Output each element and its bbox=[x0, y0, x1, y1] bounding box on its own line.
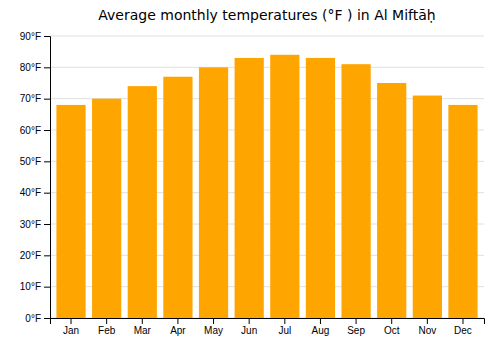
x-tick-mark bbox=[142, 318, 143, 324]
bar bbox=[413, 96, 442, 318]
x-tick-mark bbox=[320, 318, 321, 324]
y-tick-label: 10°F bbox=[20, 281, 41, 292]
x-tick: May bbox=[204, 318, 223, 336]
bar bbox=[56, 105, 85, 318]
y-tick: 60°F bbox=[20, 125, 50, 136]
x-tick: Jan bbox=[63, 318, 79, 336]
y-tick-label: 70°F bbox=[20, 93, 41, 104]
grid-line bbox=[50, 67, 484, 68]
x-tick-mark bbox=[284, 318, 285, 324]
x-tick: Apr bbox=[170, 318, 186, 336]
grid bbox=[50, 36, 484, 318]
bar bbox=[235, 58, 264, 318]
y-tick-mark bbox=[44, 318, 50, 319]
title: Average monthly temperatures (°F ) in Al… bbox=[98, 7, 435, 23]
y-tick-mark bbox=[44, 224, 50, 225]
x-tick-label: Sep bbox=[347, 325, 365, 336]
x-tick-mark bbox=[213, 318, 214, 324]
x-tick-mark bbox=[71, 318, 72, 324]
x-tick-mark bbox=[427, 318, 428, 324]
bar bbox=[92, 99, 121, 318]
x-tick-label: Dec bbox=[454, 325, 472, 336]
y-tick-mark bbox=[44, 255, 50, 256]
x-tick: Oct bbox=[384, 318, 400, 336]
x-tick-mark bbox=[356, 318, 357, 324]
grid-line bbox=[50, 36, 484, 37]
y-tick-mark bbox=[44, 99, 50, 100]
x-tick-label: Aug bbox=[312, 325, 330, 336]
y-tick-label: 0°F bbox=[25, 313, 41, 324]
x-tick-label: Oct bbox=[384, 325, 400, 336]
x-tick: Sep bbox=[347, 318, 365, 336]
x-tick-label: Mar bbox=[134, 325, 152, 336]
y-tick: 40°F bbox=[20, 187, 50, 198]
x-tick-label: Feb bbox=[98, 325, 116, 336]
bars bbox=[56, 55, 477, 318]
y-tick-label: 40°F bbox=[20, 187, 41, 198]
x-tick-label: Jan bbox=[63, 325, 79, 336]
bar bbox=[199, 67, 228, 318]
y-tick: 30°F bbox=[20, 219, 50, 230]
x-tick: Jun bbox=[241, 318, 257, 336]
x-tick-mark bbox=[391, 318, 392, 324]
bar bbox=[128, 86, 157, 318]
bar bbox=[341, 64, 370, 318]
bar bbox=[377, 83, 406, 318]
chart: 0°F 10°F 20°F 30°F 40°F 50°F 60°F 70°F 80°F 90°F J… bbox=[0, 0, 500, 350]
y-axis: 0°F 10°F 20°F 30°F 40°F 50°F 60°F 70°F 80°F 90°F bbox=[20, 31, 51, 324]
x-tick-mark bbox=[249, 318, 250, 324]
y-tick-mark bbox=[44, 287, 50, 288]
y-tick: 50°F bbox=[20, 156, 50, 167]
x-tick-label: Apr bbox=[170, 325, 186, 336]
y-tick-label: 60°F bbox=[20, 125, 41, 136]
x-tick-label: May bbox=[204, 325, 223, 336]
y-tick-mark bbox=[44, 161, 50, 162]
bar bbox=[270, 55, 299, 318]
x-tick: Jul bbox=[278, 318, 291, 336]
x-axis-line bbox=[51, 319, 485, 325]
bar bbox=[306, 58, 335, 318]
x-tick-label: Nov bbox=[418, 325, 436, 336]
x-tick: Nov bbox=[418, 318, 436, 336]
x-tick-label: Jun bbox=[241, 325, 257, 336]
y-tick-label: 50°F bbox=[20, 156, 41, 167]
x-tick-mark bbox=[106, 318, 107, 324]
x-tick: Aug bbox=[312, 318, 330, 336]
x-tick: Mar bbox=[134, 318, 152, 336]
x-tick: Dec bbox=[454, 318, 472, 336]
x-tick-label: Jul bbox=[278, 325, 291, 336]
x-axis: Jan Feb Mar Apr May Jun Jul Aug Sep Oct Nov Dec bbox=[51, 318, 485, 336]
y-axis-line bbox=[44, 37, 51, 319]
y-tick: 80°F bbox=[20, 62, 50, 73]
y-tick: 10°F bbox=[20, 281, 50, 292]
y-tick-mark bbox=[44, 67, 50, 68]
y-tick-label: 20°F bbox=[20, 250, 41, 261]
y-tick-mark bbox=[44, 130, 50, 131]
x-tick: Feb bbox=[98, 318, 116, 336]
bar bbox=[163, 77, 192, 318]
y-tick: 90°F bbox=[20, 31, 50, 42]
y-tick-label: 30°F bbox=[20, 219, 41, 230]
y-tick-mark bbox=[44, 193, 50, 194]
bar bbox=[448, 105, 477, 318]
y-tick: 20°F bbox=[20, 250, 50, 261]
y-tick-mark bbox=[44, 36, 50, 37]
y-tick: 70°F bbox=[20, 93, 50, 104]
y-tick: 0°F bbox=[25, 313, 50, 324]
x-tick-mark bbox=[462, 318, 463, 324]
y-tick-label: 80°F bbox=[20, 62, 41, 73]
x-tick-mark bbox=[177, 318, 178, 324]
y-tick-label: 90°F bbox=[20, 31, 41, 42]
